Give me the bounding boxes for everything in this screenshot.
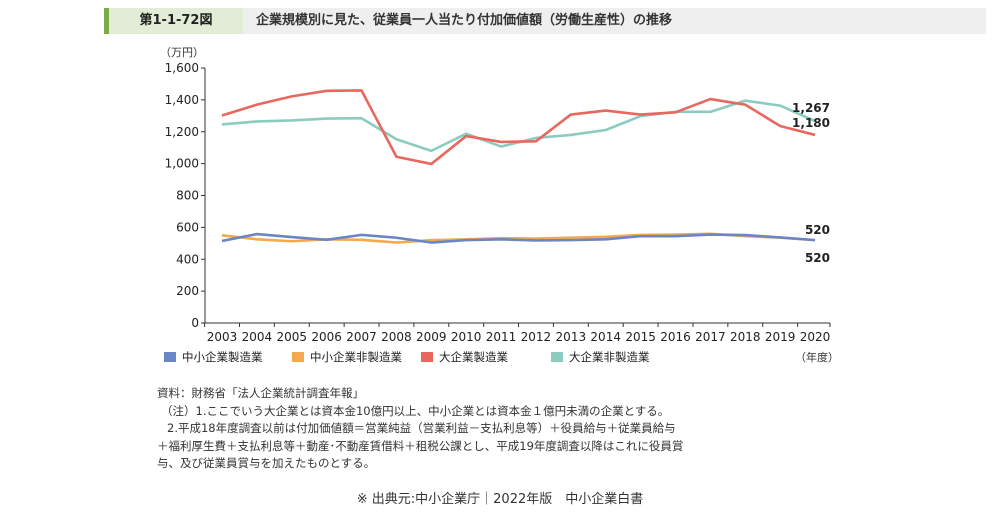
end-label-2: 1,180 — [792, 116, 830, 130]
x-tick-label: 2008 — [381, 330, 412, 344]
legend-label-1: 中小企業非製造業 — [310, 350, 402, 364]
x-tick-label: 2010 — [451, 330, 482, 344]
x-tick-label: 2014 — [590, 330, 621, 344]
x-tick-label: 2005 — [276, 330, 307, 344]
note-2-cont: ＋福利厚生費＋支払利息等＋動産･不動産賃借料＋租税公課とし、平成19年度調査以降… — [157, 438, 684, 453]
x-tick-label: 2004 — [242, 330, 273, 344]
note-1: （注）1.ここでいう大企業とは資本金10億円以上、中小企業とは資本金１億円未満の… — [161, 403, 670, 418]
y-tick-label: 200 — [176, 284, 199, 298]
x-tick-label: 2020 — [800, 330, 831, 344]
note-source: 資料：財務省「法人企業統計調査年報」 — [157, 386, 364, 400]
figure-number: 第1-1-72図 — [109, 8, 243, 34]
y-tick-label: 1,400 — [165, 93, 199, 107]
figure-title: 企業規模別に見た、従業員一人当たり付加価値額（労働生産性）の推移 — [256, 13, 673, 28]
source-credit: ※ 出典元:中小企業庁｜2022年版 中小企業白書 — [356, 492, 644, 507]
x-tick-label: 2013 — [556, 330, 587, 344]
y-tick-label: 1,200 — [165, 125, 199, 139]
y-tick-label: 400 — [176, 252, 199, 266]
note-2-cont2: 与、及び従業員賞与を加えたものとする。 — [157, 456, 376, 470]
x-tick-label: 2019 — [765, 330, 796, 344]
legend-swatch-0 — [164, 352, 176, 362]
y-tick-label: 800 — [176, 189, 199, 203]
y-axis-label: （万円） — [160, 46, 204, 59]
x-axis-label: （年度） — [795, 350, 839, 364]
end-label-3: 1,267 — [792, 101, 830, 115]
x-tick-label: 2009 — [416, 330, 447, 344]
legend-label-3: 大企業非製造業 — [569, 350, 650, 364]
x-tick-label: 2006 — [311, 330, 342, 344]
y-tick-label: 0 — [191, 316, 199, 330]
x-tick-label: 2018 — [730, 330, 761, 344]
x-tick-label: 2007 — [346, 330, 377, 344]
legend-swatch-2 — [421, 352, 433, 362]
series-line-3 — [221, 99, 816, 153]
legend-label-2: 大企業製造業 — [439, 350, 508, 364]
x-tick-label: 2012 — [521, 330, 552, 344]
x-tick-label: 2016 — [660, 330, 691, 344]
figure-title-bar: 第1-1-72図 企業規模別に見た、従業員一人当たり付加価値額（労働生産性）の推… — [104, 8, 986, 34]
x-tick-label: 2017 — [695, 330, 726, 344]
note-2: 2.平成18年度調査以前は付加価値額＝営業純益（営業利益－支払利息等）＋役員給与… — [167, 421, 676, 435]
x-tick-label: 2011 — [486, 330, 517, 344]
series-line-0 — [221, 232, 816, 244]
legend-swatch-3 — [551, 352, 563, 362]
legend-label-0: 中小企業製造業 — [182, 350, 263, 364]
legend-swatch-1 — [292, 352, 304, 362]
end-label-1: 520 — [805, 223, 830, 237]
title-accent — [104, 8, 109, 34]
y-tick-label: 1,000 — [165, 157, 199, 171]
x-tick-label: 2015 — [625, 330, 656, 344]
notes: 資料：財務省「法人企業統計調査年報」 （注）1.ここでいう大企業とは資本金10億… — [157, 385, 683, 473]
x-tick-label: 2003 — [207, 330, 238, 344]
y-tick-label: 600 — [176, 220, 199, 234]
y-tick-label: 1,600 — [165, 61, 199, 75]
series-line-2 — [221, 89, 816, 166]
end-label-0: 520 — [805, 251, 830, 265]
